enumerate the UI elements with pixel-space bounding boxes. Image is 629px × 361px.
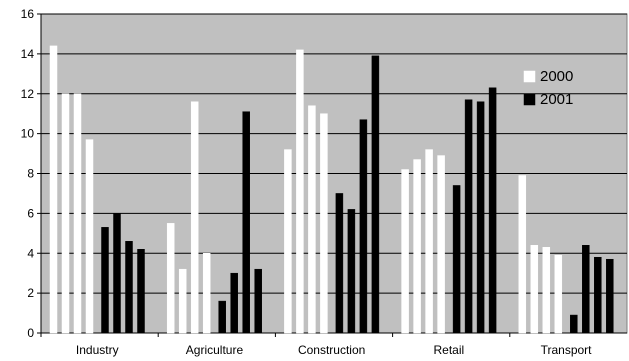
bar-2000-transport bbox=[554, 254, 563, 334]
legend-swatch-2000 bbox=[523, 70, 536, 83]
bar-2000-retail bbox=[425, 149, 433, 334]
bar-2000-industry bbox=[73, 93, 82, 334]
y-tick-label: 10 bbox=[21, 127, 35, 141]
y-tick-label: 8 bbox=[27, 167, 34, 181]
x-tick-label: Transport bbox=[541, 343, 593, 357]
bar-2000-agriculture bbox=[178, 268, 187, 334]
bar-2000-construction bbox=[296, 49, 304, 334]
bar-2001-transport bbox=[582, 245, 590, 334]
x-tick-label: Agriculture bbox=[186, 343, 244, 357]
bar-2000-industry bbox=[61, 93, 70, 334]
bar-2000-agriculture bbox=[202, 253, 211, 334]
bar-2001-transport bbox=[570, 314, 578, 334]
bar-2000-transport bbox=[542, 247, 551, 334]
bar-2000-construction bbox=[320, 113, 328, 334]
bars bbox=[49, 45, 614, 334]
bar-2001-industry bbox=[101, 227, 109, 334]
x-axis-labels: Industry Agriculture Construction Retail Tra… bbox=[40, 333, 593, 357]
bar-2001-agriculture bbox=[242, 111, 250, 334]
bar-2001-construction bbox=[335, 193, 344, 334]
bar-2001-retail bbox=[488, 87, 497, 334]
bar-2000-agriculture bbox=[166, 223, 175, 334]
legend-swatch-2001 bbox=[523, 93, 536, 106]
bar-2001-transport bbox=[594, 256, 602, 334]
y-tick-label: 14 bbox=[21, 47, 35, 61]
bar-2000-retail bbox=[437, 155, 445, 334]
legend-label-2000: 2000 bbox=[540, 68, 573, 85]
x-tick-label: Construction bbox=[298, 343, 365, 357]
x-tick-label: Industry bbox=[76, 343, 119, 357]
bar-2000-industry bbox=[49, 45, 58, 334]
y-tick-label: 0 bbox=[27, 326, 34, 340]
bar-2000-retail bbox=[401, 169, 409, 334]
legend-label-2001: 2001 bbox=[540, 91, 573, 108]
bar-2001-agriculture bbox=[254, 268, 262, 334]
y-tick-label: 16 bbox=[21, 7, 35, 21]
bar-2001-construction bbox=[371, 55, 380, 334]
bar-2000-retail bbox=[413, 159, 421, 334]
y-tick-label: 2 bbox=[27, 286, 34, 300]
x-tick-label: Retail bbox=[434, 343, 465, 357]
y-tick-label: 4 bbox=[27, 246, 34, 260]
bar-2001-agriculture bbox=[218, 300, 226, 334]
y-axis-ticks: 0 2 4 6 8 10 12 14 16 bbox=[21, 7, 627, 340]
bar-2001-construction bbox=[359, 119, 368, 334]
bar-2000-agriculture bbox=[190, 101, 199, 334]
bar-2000-industry bbox=[85, 139, 94, 334]
bar-2001-industry bbox=[125, 241, 133, 334]
bar-2001-retail bbox=[464, 99, 473, 334]
bar-2001-industry bbox=[113, 213, 121, 334]
y-tick-label: 6 bbox=[27, 206, 34, 220]
bar-2001-transport bbox=[606, 258, 614, 334]
bar-2000-transport bbox=[530, 245, 539, 334]
bar-2001-construction bbox=[347, 209, 356, 334]
bar-2001-retail bbox=[476, 101, 485, 334]
bar-2000-construction bbox=[308, 105, 316, 334]
legend: 2000 2001 bbox=[523, 68, 573, 108]
bar-2001-retail bbox=[452, 185, 461, 334]
bar-2001-agriculture bbox=[230, 272, 238, 334]
y-tick-label: 12 bbox=[21, 87, 35, 101]
bar-2000-construction bbox=[284, 149, 292, 334]
bar-2001-industry bbox=[137, 249, 145, 334]
bar-2000-transport bbox=[518, 175, 527, 334]
